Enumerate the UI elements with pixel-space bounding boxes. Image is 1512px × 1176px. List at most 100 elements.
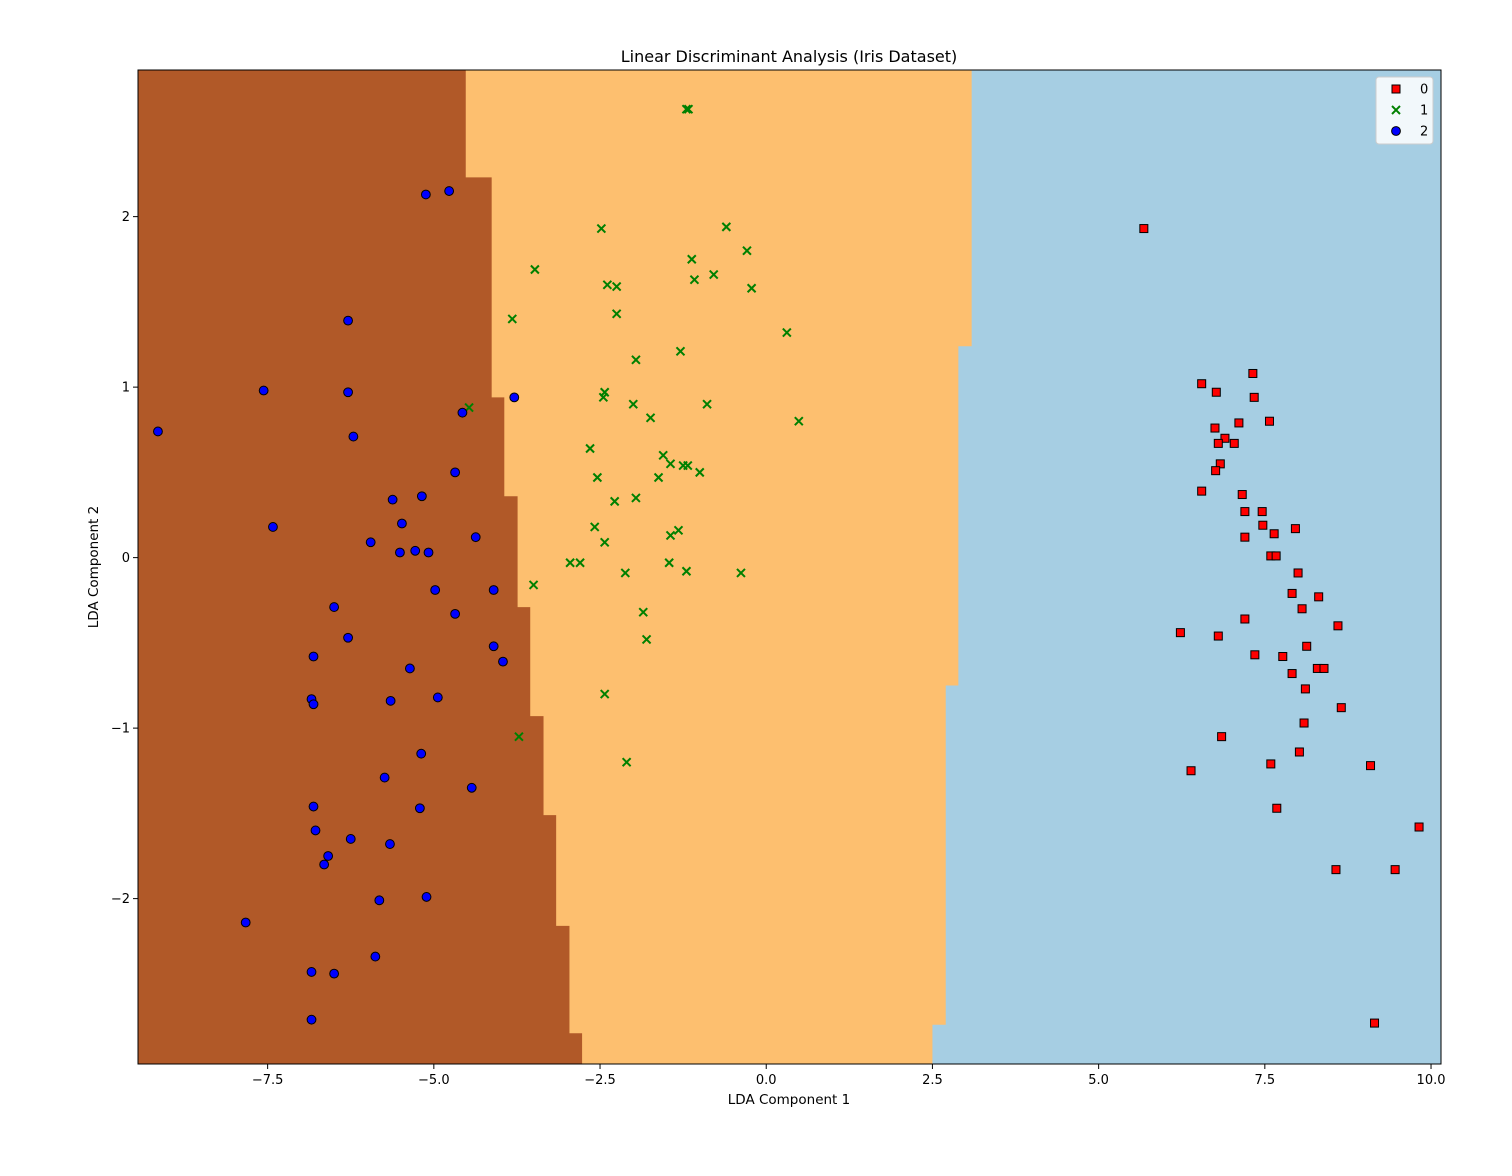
data-point	[590, 522, 600, 532]
data-point	[565, 558, 575, 568]
data-point	[466, 782, 477, 793]
data-point	[1220, 433, 1230, 443]
data-point	[1240, 614, 1250, 624]
data-point	[1294, 747, 1304, 757]
data-point	[423, 547, 434, 558]
data-point	[414, 803, 425, 814]
data-point	[1302, 641, 1312, 651]
data-point	[1314, 592, 1324, 602]
data-point	[620, 568, 631, 578]
data-point	[365, 537, 376, 548]
data-point	[689, 275, 700, 285]
data-point	[631, 355, 641, 365]
series-0	[1139, 224, 1424, 1028]
data-point	[348, 431, 359, 442]
data-point	[1229, 438, 1239, 448]
data-point	[695, 467, 705, 478]
data-point	[345, 834, 356, 844]
chart-title: Linear Discriminant Analysis (Iris Datas…	[621, 47, 958, 66]
data-point	[1266, 759, 1276, 769]
data-point	[653, 472, 664, 483]
data-point	[611, 309, 622, 319]
data-points	[153, 104, 1424, 1028]
data-point	[410, 545, 421, 556]
data-point	[599, 537, 610, 547]
data-point	[673, 525, 684, 536]
series-1	[464, 104, 804, 767]
x-tick-label: 2.5	[922, 1073, 943, 1088]
x-tick-label: 7.5	[1254, 1073, 1275, 1088]
data-point	[746, 283, 757, 293]
data-point	[596, 223, 607, 234]
data-point	[416, 748, 427, 759]
data-point	[645, 413, 656, 423]
data-point	[1213, 631, 1223, 641]
data-point	[1271, 551, 1281, 561]
y-tick-label: 1	[122, 381, 130, 396]
legend-entry-0: 0	[1391, 83, 1428, 98]
legend-marker	[1391, 105, 1401, 115]
data-point	[665, 459, 676, 469]
data-point	[1299, 718, 1309, 728]
data-point	[507, 314, 517, 324]
data-point	[1319, 663, 1329, 673]
data-point	[450, 608, 461, 619]
y-axis: −2 −1 0 1 2	[111, 210, 138, 907]
data-point	[329, 968, 340, 979]
data-point	[323, 851, 334, 861]
data-point	[416, 491, 427, 502]
data-point	[1175, 628, 1185, 638]
data-point	[631, 493, 641, 503]
data-point	[638, 607, 648, 617]
data-point	[509, 392, 520, 403]
data-point	[385, 839, 395, 849]
data-point	[1370, 1018, 1380, 1028]
data-point	[268, 522, 278, 532]
data-point	[658, 450, 668, 461]
legend-label: 1	[1420, 104, 1428, 119]
data-point	[498, 656, 508, 667]
data-point	[153, 426, 163, 437]
x-tick-label: 5.0	[1088, 1073, 1109, 1088]
data-point	[1237, 490, 1247, 500]
x-axis-title: LDA Component 1	[728, 1092, 850, 1108]
data-point	[665, 530, 676, 541]
data-point	[444, 186, 455, 196]
data-point	[1250, 650, 1260, 660]
data-point	[721, 222, 732, 232]
y-tick-label: 0	[122, 551, 130, 566]
data-point	[470, 532, 481, 543]
data-point	[709, 269, 719, 280]
data-point	[374, 895, 385, 906]
data-point	[306, 1014, 317, 1025]
data-point	[1258, 520, 1268, 530]
legend-marker	[1391, 126, 1401, 136]
data-point	[1366, 761, 1376, 771]
data-point	[488, 641, 499, 652]
data-point	[387, 494, 398, 505]
data-point	[457, 407, 468, 418]
data-point	[1414, 822, 1424, 832]
legend-entry-1: 1	[1391, 104, 1428, 119]
data-point	[742, 246, 752, 256]
legend: 0 1 2	[1375, 76, 1434, 145]
legend-label: 0	[1420, 83, 1428, 98]
data-point	[598, 392, 609, 403]
data-point	[1290, 524, 1300, 534]
data-point	[1300, 684, 1310, 694]
data-point	[1297, 604, 1307, 614]
data-point	[664, 558, 674, 568]
x-tick-label: −7.5	[252, 1073, 284, 1088]
data-point	[1186, 766, 1196, 776]
data-point	[343, 387, 353, 398]
data-point	[306, 967, 317, 977]
data-point	[1287, 669, 1297, 679]
data-point	[592, 472, 603, 483]
data-point	[1240, 507, 1250, 517]
data-point	[343, 632, 353, 643]
series-2	[153, 186, 520, 1025]
data-point	[1240, 532, 1250, 542]
data-point	[1215, 459, 1225, 469]
data-point	[687, 254, 697, 264]
